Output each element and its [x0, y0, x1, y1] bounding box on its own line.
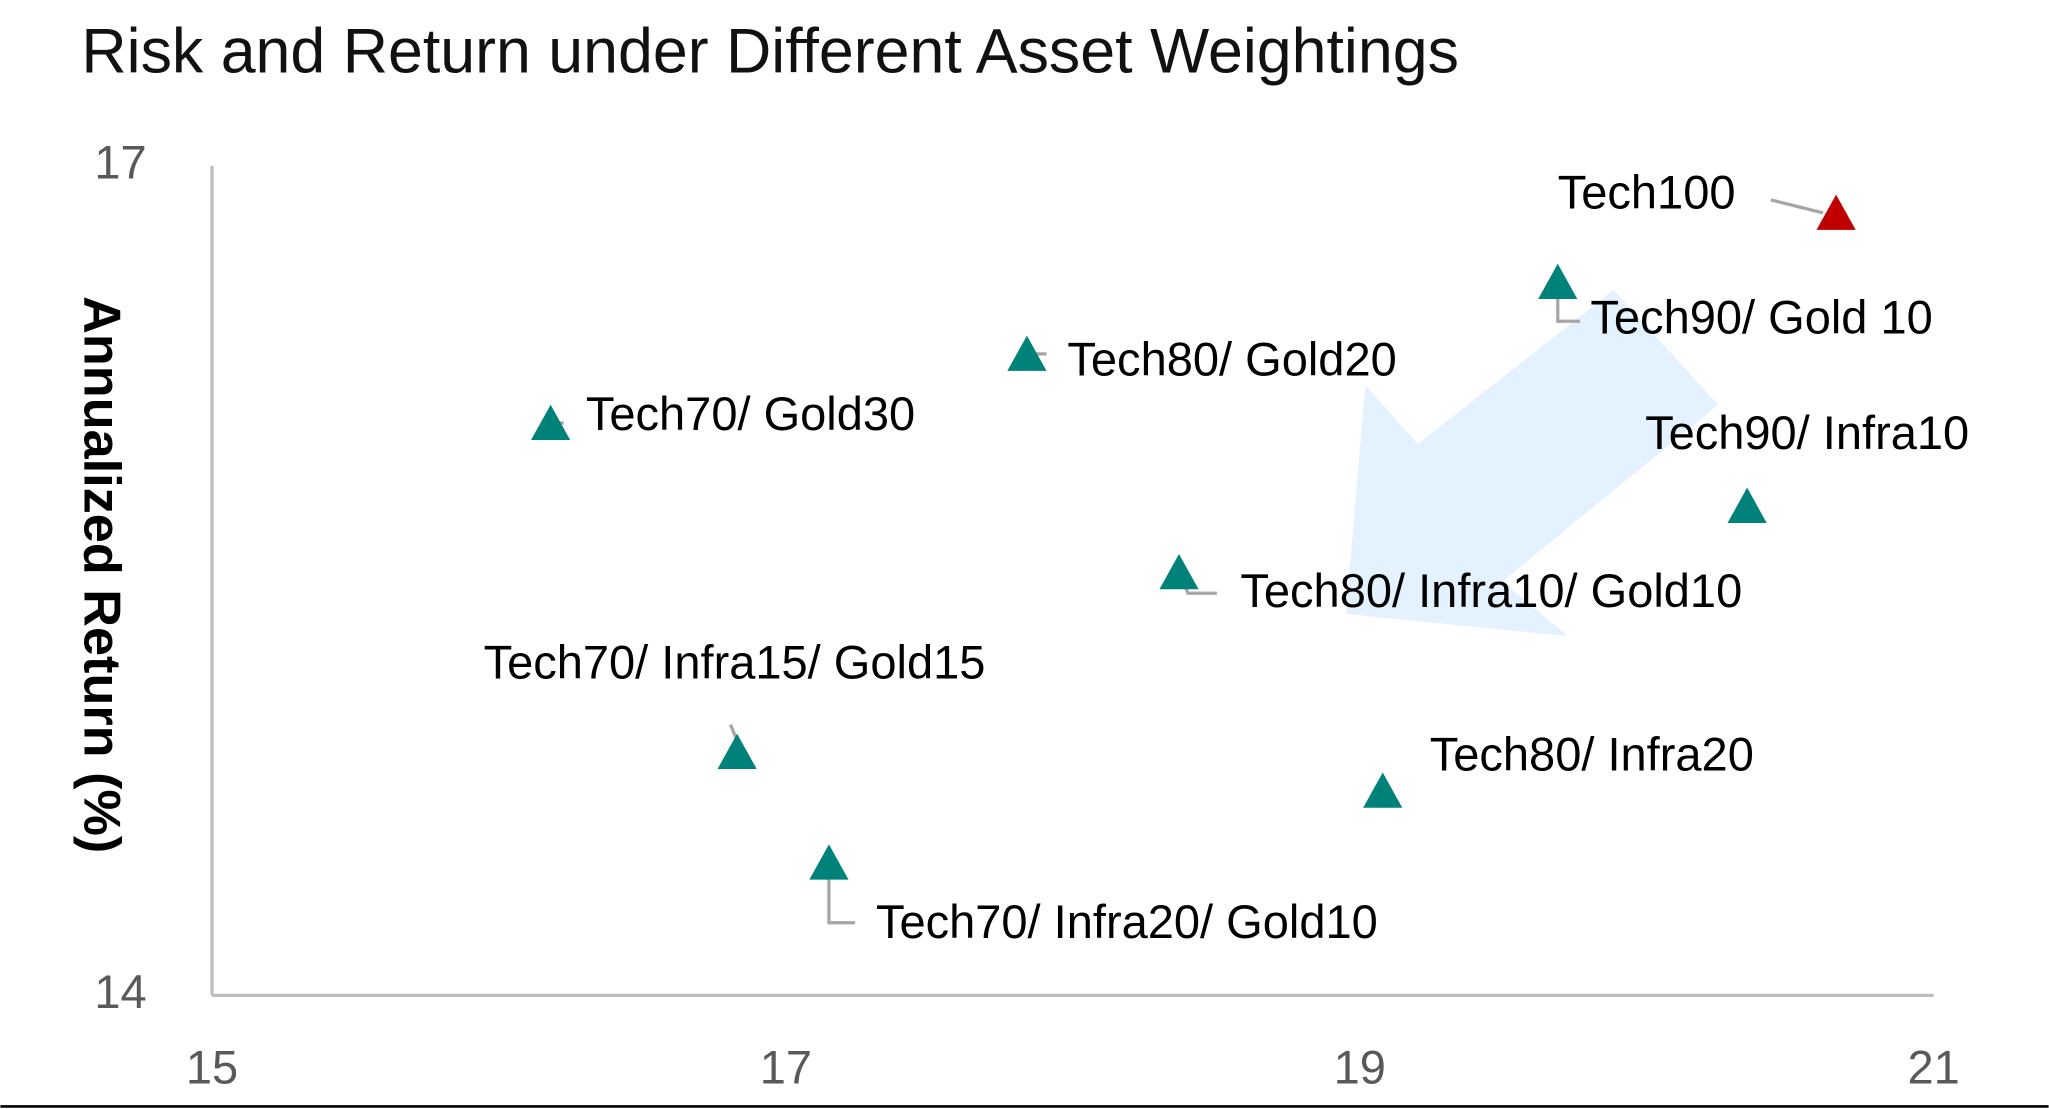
x-tick-label: 15 — [186, 1041, 238, 1094]
y-axis-label: Annualized Return (%) — [73, 296, 131, 853]
point-marker — [717, 733, 757, 770]
point-marker — [1363, 772, 1403, 808]
point-marker — [531, 404, 571, 441]
point-label: Tech80/ Gold20 — [1067, 332, 1396, 385]
point-label: Tech80/ Infra20 — [1430, 728, 1754, 781]
leader-line — [1556, 297, 1580, 323]
y-tick-label: 14 — [94, 965, 146, 1018]
point-marker — [1538, 263, 1578, 299]
y-tick-label: 17 — [94, 135, 146, 188]
chart-title: Risk and Return under Different Asset We… — [81, 17, 1459, 87]
point-marker — [809, 844, 849, 880]
point-label: Tech70/ Gold30 — [586, 387, 915, 440]
trend-arrow — [1345, 289, 1719, 637]
point-marker — [1159, 554, 1199, 590]
point-label: Tech70/ Infra20/ Gold10 — [876, 895, 1378, 948]
point-marker — [1007, 335, 1047, 371]
point-marker — [1816, 194, 1856, 230]
point-label: Tech80/ Infra10/ Gold10 — [1240, 564, 1742, 617]
leader-line — [827, 869, 856, 925]
x-tick-label: 21 — [1907, 1041, 1959, 1094]
point-label: Tech90/ Infra10 — [1645, 406, 1969, 459]
point-label: Tech90/ Gold 10 — [1590, 291, 1932, 344]
point-label: Tech100 — [1558, 165, 1736, 218]
point-marker — [1727, 487, 1767, 523]
x-tick-label: 17 — [760, 1041, 812, 1094]
point-label: Tech70/ Infra15/ Gold15 — [484, 635, 986, 688]
x-tick-label: 19 — [1334, 1041, 1386, 1094]
leader-line — [1770, 198, 1824, 215]
